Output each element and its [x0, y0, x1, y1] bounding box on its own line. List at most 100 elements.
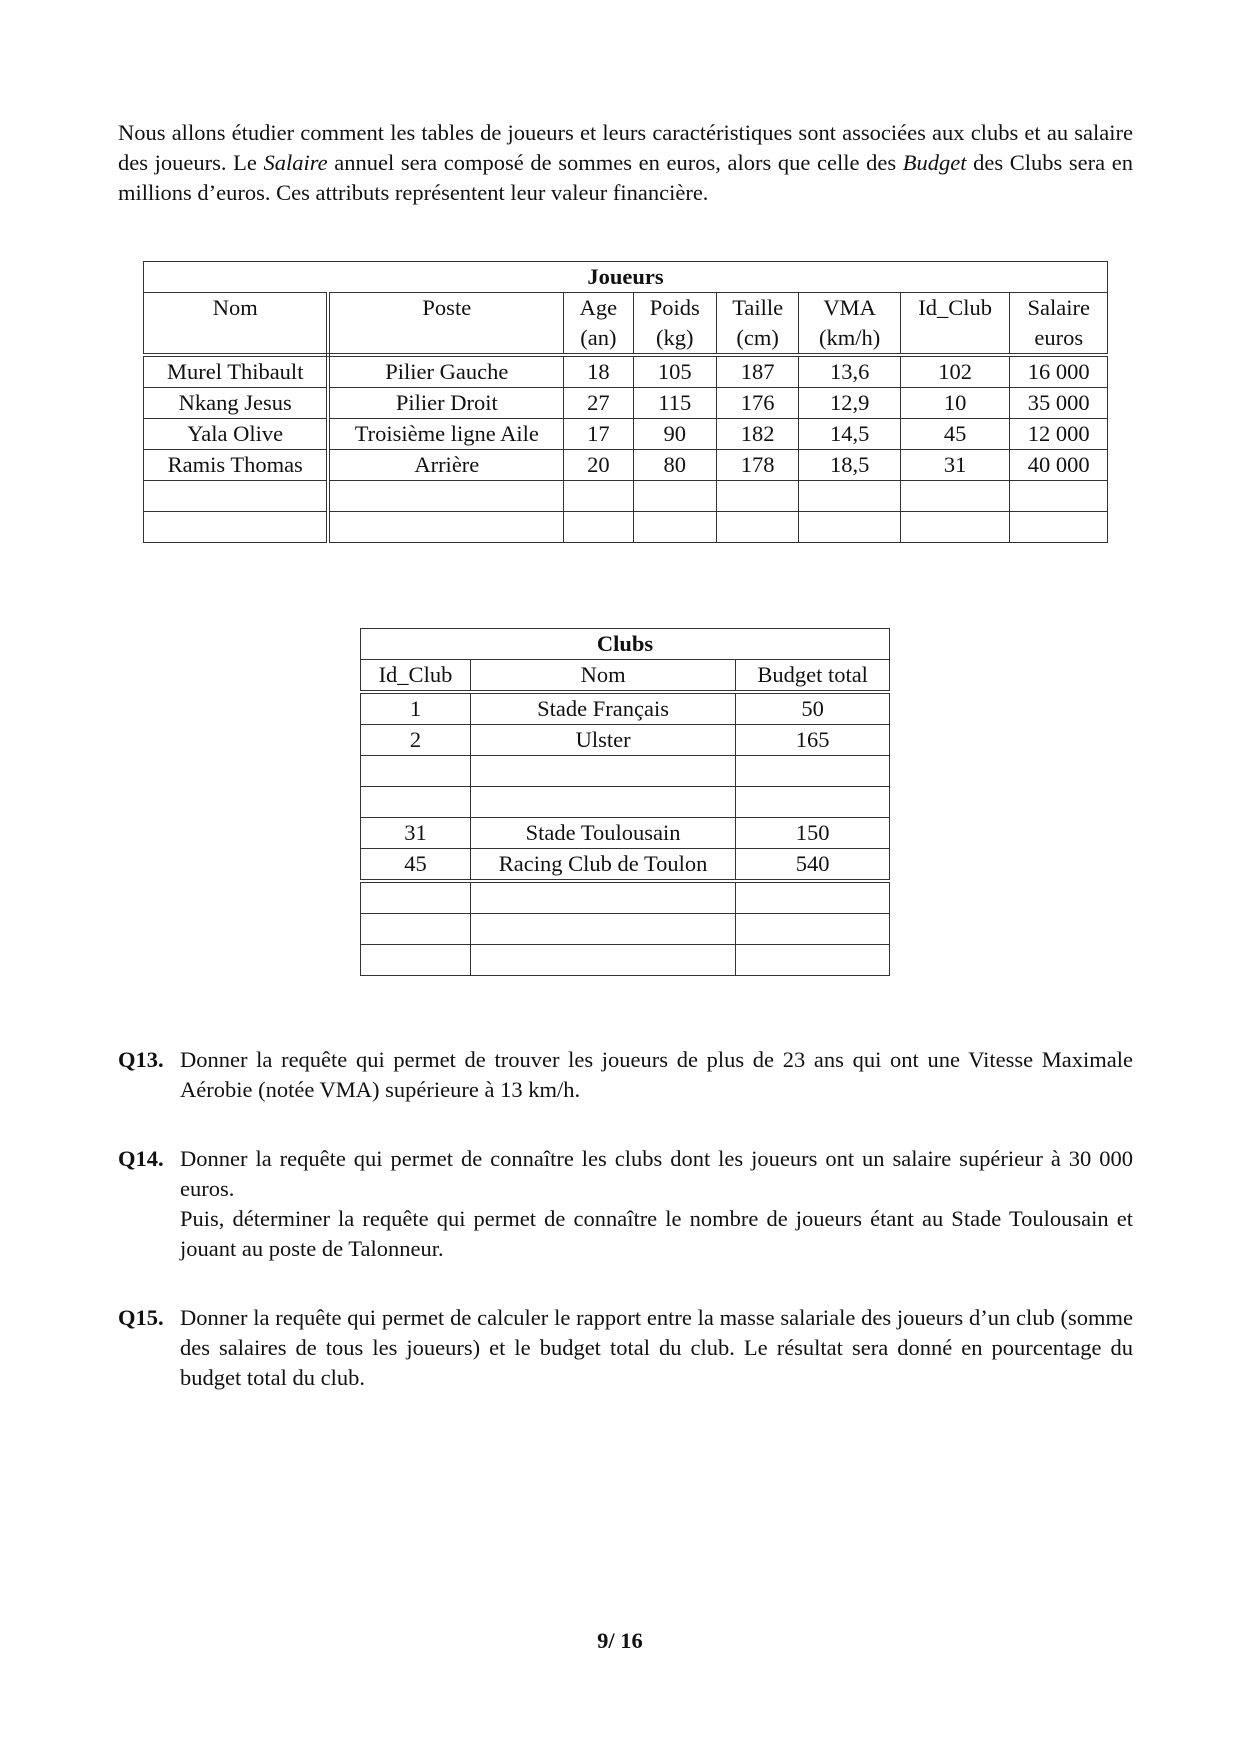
question-q15: Q15. Donner la requête qui permet de cal…	[118, 1303, 1133, 1393]
table-row: 45 Racing Club de Toulon 540	[360, 848, 890, 883]
table-cell: Ulster	[469, 724, 737, 756]
table-cell: 45	[899, 418, 1011, 450]
table-row: Yala Olive Troisième ligne Aile 17 90 182 14,…	[143, 418, 1108, 450]
table-cell	[360, 880, 471, 914]
table-cell	[360, 786, 471, 818]
question-q14: Q14. Donner la requête qui permet de con…	[118, 1144, 1133, 1264]
joueurs-table: Joueurs Nom Poste Age (an) Poids (kg) Taille (c…	[143, 261, 1108, 543]
header-line: Nom	[212, 295, 258, 320]
header-line: Id_Club	[918, 295, 993, 320]
table-cell: 176	[715, 387, 800, 419]
question-text: Donner la requête qui permet de trouver …	[180, 1047, 1133, 1102]
intro-text: des Clubs sera en millions d’euros. Ces …	[118, 150, 1133, 205]
table-cell	[469, 913, 737, 945]
header-line: VMA	[823, 295, 876, 320]
table-cell: 18	[563, 354, 634, 388]
column-header: Salaire euros	[1009, 292, 1108, 357]
header-unit	[334, 323, 559, 353]
table-cell: Pilier Gauche	[327, 354, 565, 388]
table-cell: 50	[735, 691, 890, 725]
page-number: 9/ 16	[597, 1628, 643, 1653]
column-header: Poste	[327, 292, 565, 357]
table-cell	[735, 786, 890, 818]
table-cell: 2	[360, 724, 471, 756]
table-cell: 90	[632, 418, 717, 450]
column-header: Taille (cm)	[715, 292, 800, 357]
table-cell: 1	[360, 691, 471, 725]
table-cell	[735, 913, 890, 945]
column-header: Id_Club	[899, 292, 1011, 357]
budget-term: Budget	[902, 150, 967, 175]
table-cell: 31	[360, 817, 471, 849]
table-cell	[327, 480, 565, 512]
intro-paragraph: Nous allons étudier comment les tables d…	[118, 118, 1133, 208]
question-text-2: Puis, déterminer la requête qui permet d…	[180, 1206, 1133, 1261]
header-line: Poste	[422, 295, 472, 320]
table-cell: 17	[563, 418, 634, 450]
table-cell: 31	[899, 449, 1011, 481]
clubs-title: Clubs	[360, 628, 890, 660]
column-header: Age (an)	[563, 292, 634, 357]
table-cell	[360, 913, 471, 945]
column-header: Budget total	[735, 659, 890, 694]
table-cell	[1009, 480, 1108, 512]
table-cell	[715, 480, 800, 512]
table-cell	[1009, 511, 1108, 543]
table-row: Nkang Jesus Pilier Droit 27 115 176 12,9 10 35 …	[143, 387, 1108, 419]
table-cell	[715, 511, 800, 543]
table-cell: Arrière	[327, 449, 565, 481]
table-cell: 14,5	[798, 418, 901, 450]
table-cell: 150	[735, 817, 890, 849]
column-header: Nom	[143, 292, 331, 357]
table-row: Murel Thibault Pilier Gauche 18 105 187 13,6 1…	[143, 354, 1108, 388]
question-q13: Q13. Donner la requête qui permet de tro…	[118, 1045, 1133, 1105]
table-row	[360, 755, 890, 787]
column-header: Poids (kg)	[632, 292, 717, 357]
table-cell: 540	[735, 848, 890, 883]
table-cell: Stade Toulousain	[469, 817, 737, 849]
clubs-table: Clubs Id_Club Nom Budget total 1 Stade Fran…	[360, 628, 890, 976]
question-label: Q13.	[118, 1047, 164, 1072]
table-cell: 115	[632, 387, 717, 419]
column-header: Nom	[469, 659, 737, 694]
intro-text: annuel sera composé de sommes en euros, …	[327, 150, 903, 175]
table-row	[360, 944, 890, 976]
table-cell	[899, 480, 1011, 512]
table-cell: 80	[632, 449, 717, 481]
table-cell: Ramis Thomas	[143, 449, 331, 481]
table-cell	[798, 480, 901, 512]
question-text: Donner la requête qui permet de calculer…	[180, 1305, 1133, 1390]
table-cell: Troisième ligne Aile	[327, 418, 565, 450]
table-cell: Yala Olive	[143, 418, 331, 450]
table-cell	[143, 480, 331, 512]
header-unit: (cm)	[736, 325, 779, 350]
table-cell	[563, 480, 634, 512]
table-cell	[632, 480, 717, 512]
table-cell: 35 000	[1009, 387, 1108, 419]
table-cell	[899, 511, 1011, 543]
table-cell: 40 000	[1009, 449, 1108, 481]
table-cell: Stade Français	[469, 691, 737, 725]
header-line: Poids	[649, 295, 700, 320]
header-line: Salaire	[1027, 295, 1090, 320]
header-unit	[148, 323, 322, 353]
table-cell	[735, 880, 890, 914]
header-unit: (kg)	[655, 325, 694, 350]
table-cell	[632, 511, 717, 543]
table-row	[360, 880, 890, 914]
table-cell	[327, 511, 565, 543]
table-cell: 182	[715, 418, 800, 450]
header-line: Taille	[732, 295, 784, 320]
table-cell	[798, 511, 901, 543]
table-row: Ramis Thomas Arrière 20 80 178 18,5 31 40 000	[143, 449, 1108, 481]
table-cell: 18,5	[798, 449, 901, 481]
question-label: Q14.	[118, 1146, 164, 1171]
table-cell: 12,9	[798, 387, 901, 419]
table-cell: 165	[735, 724, 890, 756]
header-line: Age	[579, 295, 618, 320]
header-unit: (an)	[580, 325, 617, 350]
table-cell	[469, 786, 737, 818]
clubs-header-row: Id_Club Nom Budget total	[360, 659, 890, 694]
table-cell: 20	[563, 449, 634, 481]
table-row: 1 Stade Français 50	[360, 691, 890, 725]
